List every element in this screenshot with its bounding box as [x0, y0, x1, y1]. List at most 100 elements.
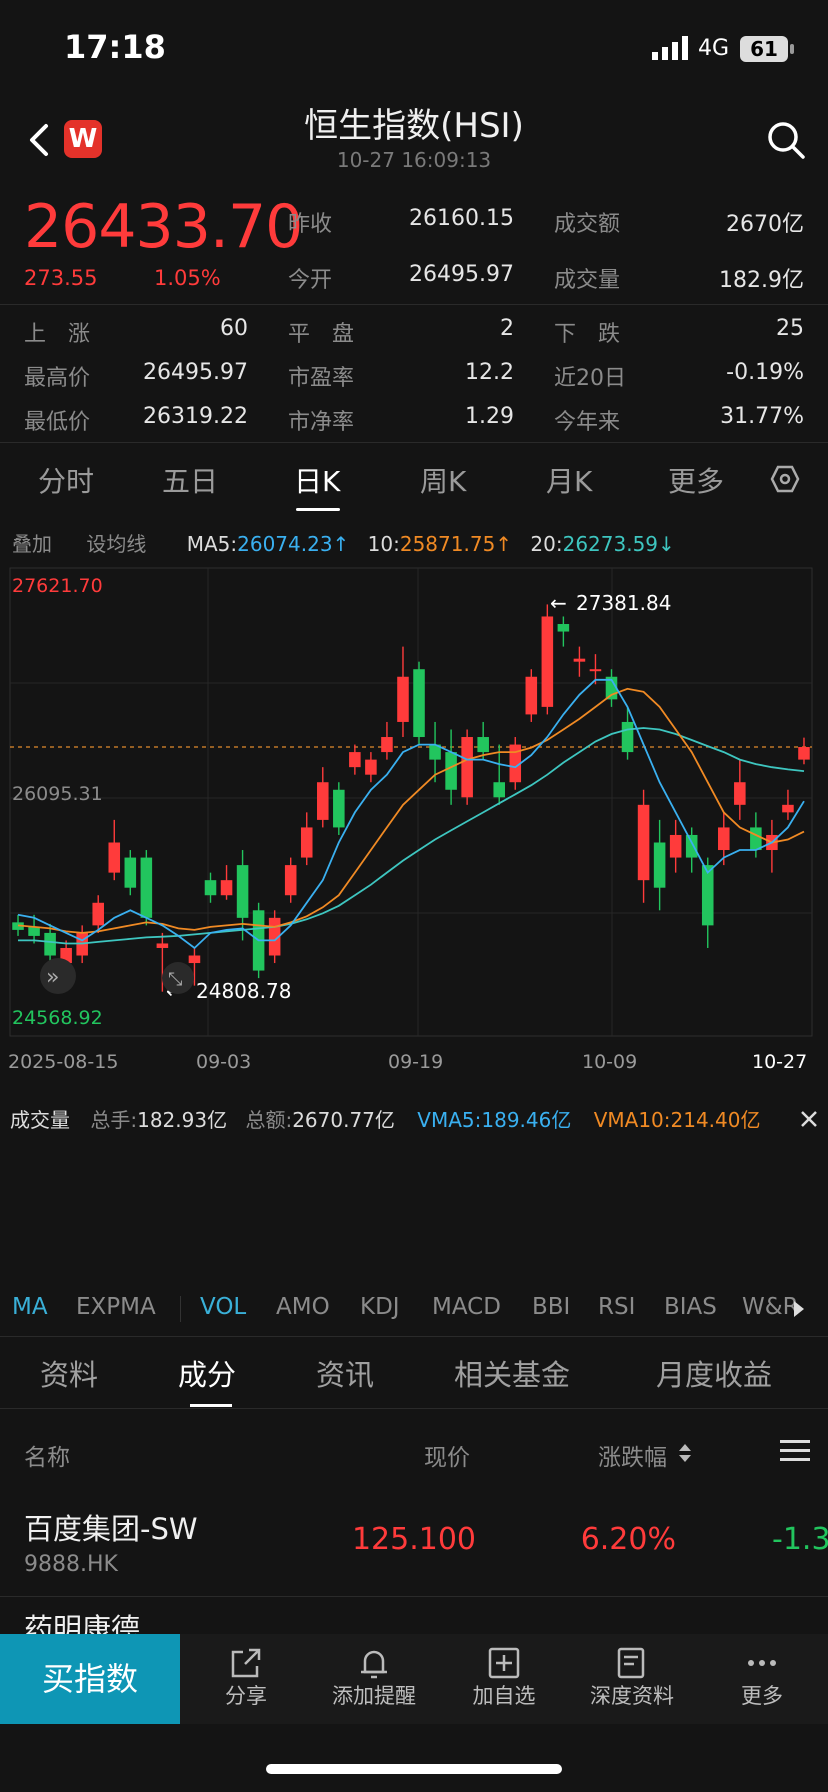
signal-icon	[652, 36, 688, 60]
stock-code: 9888.HK	[24, 1552, 118, 1577]
candle-body	[589, 669, 602, 672]
tab-monthly-k[interactable]: 月K	[546, 465, 593, 498]
candlestick-chart[interactable]: 27621.70 26095.31 24568.92 2025-08-15 09…	[0, 560, 828, 1100]
stat-value: 1.29	[465, 404, 514, 429]
candle-body	[140, 857, 153, 918]
stat-value: 12.2	[465, 360, 514, 385]
fullscreen-icon[interactable]: ⤡	[162, 962, 194, 994]
ma-lines-group	[17, 678, 805, 950]
candle-body	[300, 827, 313, 858]
app-logo: W	[64, 120, 102, 158]
stat-label: 近20日	[554, 366, 626, 391]
stat-label: 最高价	[24, 366, 91, 391]
settings-icon[interactable]	[770, 464, 800, 494]
tab-constituents[interactable]: 成分	[178, 1358, 237, 1392]
close-icon[interactable]	[798, 1108, 820, 1130]
chart-border	[9, 567, 813, 1037]
indicator-wr[interactable]: W&R	[742, 1294, 799, 1320]
indicator-bias[interactable]: BIAS	[664, 1294, 717, 1320]
overlay-button[interactable]: 叠加	[12, 532, 52, 556]
tab-news[interactable]: 资讯	[316, 1358, 375, 1392]
search-icon[interactable]	[764, 118, 808, 162]
candle-body	[204, 880, 217, 896]
candle-body	[413, 669, 425, 738]
y-min-label: 24568.92	[12, 1007, 103, 1029]
sort-icon[interactable]	[678, 1442, 692, 1464]
candle-body	[44, 932, 56, 956]
column-header-change[interactable]: 涨跌幅	[598, 1445, 667, 1471]
table-row[interactable]: 百度集团-SW 9888.HK 125.100 6.20% -1.3	[0, 1486, 828, 1596]
ma20-line	[18, 727, 805, 945]
candle-body	[188, 955, 201, 964]
indicator-vol[interactable]: VOL	[200, 1294, 247, 1320]
tab-five-day[interactable]: 五日	[162, 465, 219, 498]
total-amount-label: 总额:	[245, 1108, 293, 1132]
share-button[interactable]: 分享	[186, 1640, 306, 1710]
indicator-kdj[interactable]: KDJ	[360, 1294, 400, 1320]
table-row[interactable]: 药明康德	[0, 1598, 828, 1638]
ma5-label: MA5:	[186, 532, 238, 556]
more-dots-icon	[748, 1660, 776, 1666]
tab-monthly-returns[interactable]: 月度收益	[656, 1358, 773, 1392]
y-mid-label: 26095.31	[12, 783, 103, 805]
candle-body	[461, 737, 473, 798]
candle-body	[541, 616, 554, 707]
candle-body	[124, 857, 137, 888]
tab-daily-k[interactable]: 日K	[294, 465, 341, 498]
indicator-ma[interactable]: MA	[12, 1294, 48, 1320]
share-label: 分享	[225, 1684, 267, 1708]
x-tick-label: 10-27	[752, 1051, 807, 1073]
stock-change: 6.20%	[580, 1522, 676, 1557]
candle-body	[429, 744, 441, 760]
stat-label: 上 涨	[24, 322, 91, 347]
stat-label: 今年来	[554, 410, 621, 435]
candle-body	[509, 744, 522, 783]
candle-body	[573, 658, 586, 662]
tab-profile[interactable]: 资料	[40, 1358, 99, 1392]
indicator-rsi[interactable]: RSI	[598, 1294, 636, 1320]
indicator-amo[interactable]: AMO	[276, 1294, 330, 1320]
candle-body	[525, 676, 538, 715]
tab-intraday[interactable]: 分时	[38, 465, 95, 498]
sub-tab-underline	[190, 1404, 232, 1407]
stock-name: 药明康德	[24, 1612, 141, 1638]
ma-legend-row: 叠加 设均线 MA5:26074.23↑ 10:25871.75↑ 20:262…	[12, 528, 812, 557]
scroll-right-icon[interactable]	[792, 1300, 806, 1318]
indicator-expma[interactable]: EXPMA	[76, 1294, 156, 1320]
indicator-bbi[interactable]: BBI	[532, 1294, 571, 1320]
status-time: 17:18	[64, 28, 166, 66]
expand-left-icon[interactable]: »	[40, 958, 76, 994]
add-watchlist-label: 加自选	[472, 1684, 536, 1708]
candle-body	[317, 782, 329, 820]
tab-related-funds[interactable]: 相关基金	[454, 1358, 571, 1392]
candle-body	[621, 721, 634, 753]
candle-body	[333, 789, 345, 828]
stock-price: 125.100	[351, 1522, 476, 1557]
x-tick-label: 09-19	[388, 1051, 443, 1073]
stock-extra: -1.3	[772, 1522, 828, 1557]
battery-icon: 61	[740, 36, 788, 62]
stat-value: 26495.97	[143, 360, 248, 385]
stat-label: 平 盘	[288, 322, 355, 347]
column-settings-icon[interactable]	[780, 1438, 810, 1464]
column-header-price[interactable]: 现价	[424, 1445, 470, 1471]
x-tick-label: 10-09	[582, 1051, 637, 1073]
candle-body	[701, 865, 714, 926]
set-ma-button[interactable]: 设均线	[86, 532, 147, 556]
svg-text:⤡: ⤡	[168, 969, 182, 990]
back-icon[interactable]	[24, 120, 54, 160]
candle-body	[156, 943, 169, 948]
ma10-line	[17, 687, 805, 934]
candle-body	[60, 947, 72, 964]
indicator-macd[interactable]: MACD	[432, 1294, 501, 1320]
add-watchlist-button[interactable]: 加自选	[444, 1640, 564, 1710]
candle-body	[605, 676, 618, 700]
tab-weekly-k[interactable]: 周K	[420, 465, 467, 498]
divider	[0, 304, 828, 305]
buy-index-button[interactable]: 买指数	[0, 1634, 180, 1724]
candle-body	[669, 834, 682, 858]
research-button[interactable]: 深度资料	[572, 1640, 692, 1710]
tab-more[interactable]: 更多	[668, 465, 725, 498]
more-button[interactable]: 更多	[702, 1640, 822, 1710]
add-alert-button[interactable]: 添加提醒	[314, 1640, 434, 1710]
